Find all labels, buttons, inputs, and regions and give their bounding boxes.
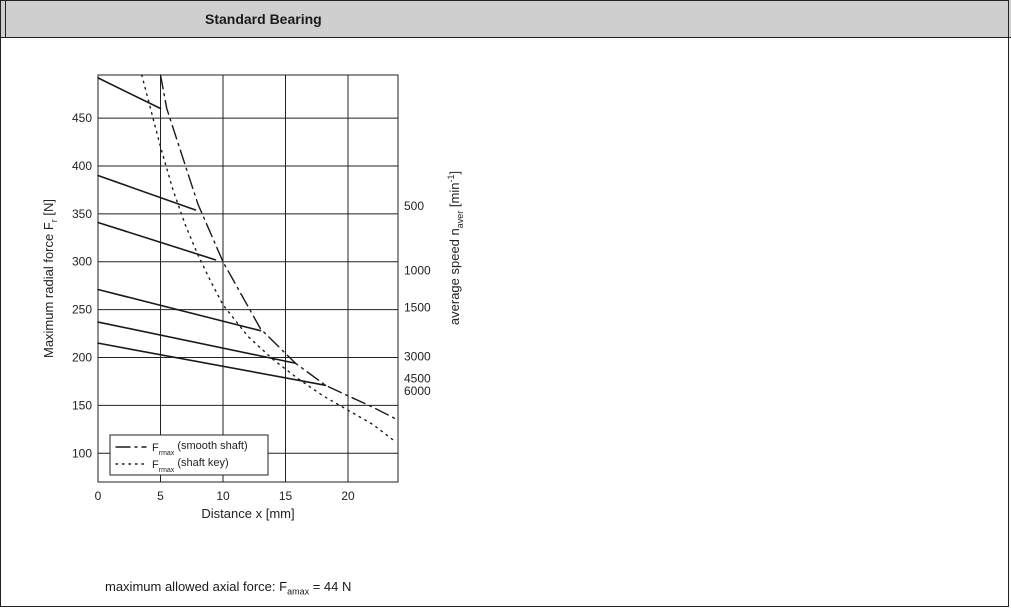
header-title: Standard Bearing (205, 11, 322, 27)
legend-label-1: Frmax (shaft key) (152, 457, 229, 474)
x-axis-label: Distance x [mm] (201, 506, 294, 521)
y-tick-label-0: 100 (72, 446, 92, 460)
x-tick-label-0: 0 (95, 489, 102, 503)
series-line-3 (97, 288, 262, 332)
axial-force-note-suffix: = 44 N (309, 579, 352, 594)
legend-label-main-1: F (152, 459, 159, 471)
legend-label-rest-1: (shaft key) (174, 457, 228, 469)
series-line-6 (159, 74, 397, 420)
y2-axis-label-main: average speed n (447, 228, 462, 325)
speed-label-2: 1500 (404, 301, 431, 315)
legend-box (109, 434, 269, 476)
y-axis-label-main: Maximum radial force F (41, 222, 56, 358)
series-line-1 (97, 174, 197, 211)
x-tick-label-4: 20 (341, 489, 355, 503)
y2-axis-label-sup: -1 (446, 175, 456, 183)
y-tick-label-2: 200 (72, 351, 92, 365)
y-tick-label-4: 300 (72, 255, 92, 269)
series-line-7 (141, 74, 397, 443)
series-line-0 (97, 77, 162, 110)
y-axis-label-unit: [N] (41, 199, 56, 219)
x-tick-label-1: 5 (157, 489, 164, 503)
axial-force-note-sub: amax (287, 586, 310, 597)
series-line-2 (97, 221, 217, 261)
speed-label-3: 3000 (404, 350, 431, 364)
speed-label-0: 500 (404, 199, 424, 213)
legend-label-main-0: F (152, 442, 159, 454)
y-tick-label-6: 400 (72, 159, 92, 173)
legend-label-rest-0: (smooth shaft) (174, 440, 247, 452)
legend-label-sub-1: rmax (159, 467, 175, 474)
y2-axis-label-end: ] (447, 171, 462, 175)
legend-label-sub-0: rmax (159, 450, 175, 457)
series-line-5 (97, 342, 327, 387)
y-tick-label-7: 450 (72, 111, 92, 125)
series-line-4 (97, 321, 297, 365)
y-axis-label: Maximum radial force Fr [N] (41, 199, 59, 358)
x-tick-label-3: 15 (279, 489, 293, 503)
speed-label-4: 4500 (404, 372, 431, 386)
axial-force-note-prefix: maximum allowed axial force: F (105, 579, 288, 594)
y-axis-label-sub: r (49, 219, 59, 222)
y2-axis-label-sub: aver (455, 211, 465, 229)
legend-label-0: Frmax (smooth shaft) (152, 440, 248, 457)
y2-axis-label-unit: [min (447, 183, 462, 211)
header-divider (0, 0, 6, 38)
y-tick-label-3: 250 (72, 303, 92, 317)
axial-force-note: maximum allowed axial force: Famax = 44 … (105, 579, 351, 597)
speed-label-5: 6000 (404, 384, 431, 398)
y2-axis-label: average speed naver [min-1] (446, 171, 465, 325)
x-tick-label-2: 10 (216, 489, 230, 503)
plot-frame (97, 74, 399, 483)
y-tick-label-5: 350 (72, 207, 92, 221)
header-bar: Standard Bearing (0, 0, 1011, 38)
speed-label-1: 1000 (404, 263, 431, 277)
y-tick-label-1: 150 (72, 398, 92, 412)
